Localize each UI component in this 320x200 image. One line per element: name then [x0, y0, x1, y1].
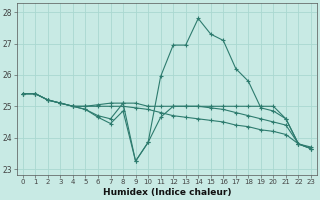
X-axis label: Humidex (Indice chaleur): Humidex (Indice chaleur) — [103, 188, 231, 197]
